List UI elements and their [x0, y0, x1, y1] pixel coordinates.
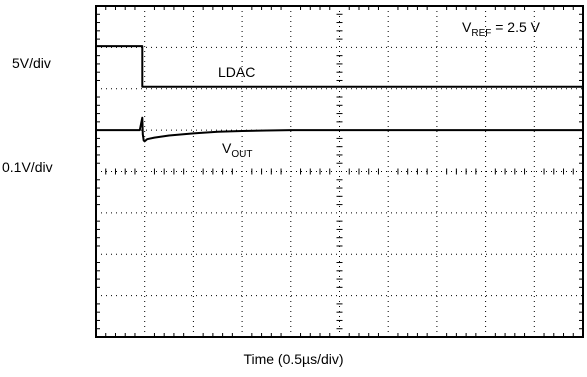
traces [96, 46, 583, 141]
ldac-trace-label: LDAC [218, 64, 255, 80]
vout-trace-label: VOUT [222, 140, 252, 156]
vref-annotation: VREF = 2.5 V [462, 19, 540, 35]
grid [96, 6, 583, 337]
ldac-scale-label: 5V/div [12, 55, 51, 71]
x-axis-label: Time (0.5µs/div) [0, 351, 587, 367]
vout-scale-label: 0.1V/div [2, 159, 53, 175]
